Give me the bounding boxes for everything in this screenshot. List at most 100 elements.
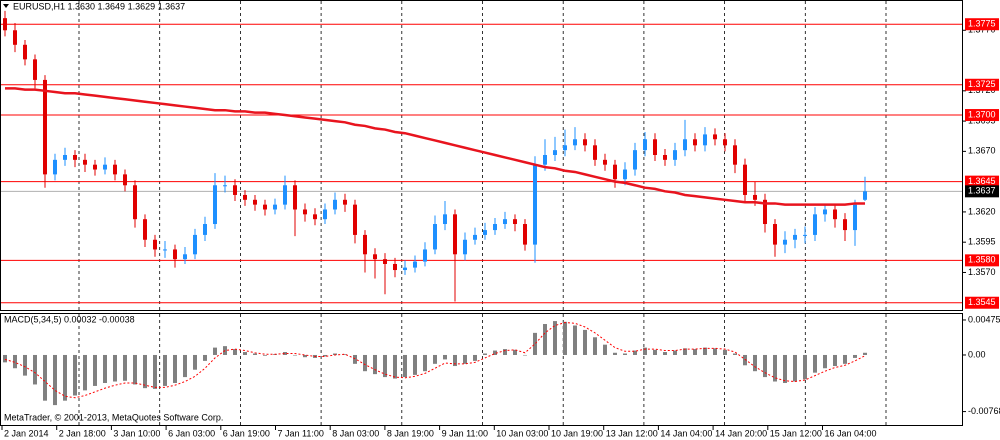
y2-tick-label: -0.00768 bbox=[968, 406, 1000, 416]
macd-bar bbox=[183, 354, 187, 378]
macd-bar bbox=[623, 353, 627, 355]
macd-bar bbox=[793, 354, 797, 382]
macd-bar bbox=[613, 352, 617, 355]
macd-bar bbox=[473, 354, 477, 361]
candle-body bbox=[83, 159, 87, 165]
macd-bar bbox=[743, 354, 747, 366]
candle-body bbox=[343, 199, 347, 205]
macd-bar bbox=[383, 354, 387, 378]
macd-bar bbox=[523, 354, 527, 356]
macd-bar bbox=[533, 332, 537, 355]
candle-body bbox=[633, 150, 637, 170]
level-label-bg bbox=[965, 175, 999, 188]
macd-bar bbox=[393, 354, 397, 379]
candle-body bbox=[863, 191, 867, 200]
macd-bar bbox=[823, 354, 827, 369]
candle-body bbox=[143, 219, 147, 240]
macd-bar bbox=[703, 347, 707, 355]
macd-bar bbox=[813, 354, 817, 373]
macd-bar bbox=[753, 354, 757, 372]
candle-body bbox=[303, 209, 307, 215]
candle-body bbox=[73, 155, 77, 160]
macd-bar bbox=[723, 349, 727, 355]
macd-bar bbox=[833, 354, 837, 367]
level-label-bg bbox=[965, 109, 999, 122]
candle-body bbox=[513, 219, 517, 225]
candle-body bbox=[93, 164, 97, 170]
macd-bar bbox=[443, 354, 447, 360]
macd-bar bbox=[863, 352, 867, 355]
candle-body bbox=[33, 59, 37, 80]
candle-body bbox=[323, 209, 327, 220]
candle-body bbox=[373, 254, 377, 260]
candle-body bbox=[263, 204, 267, 210]
macd-bar bbox=[33, 354, 37, 385]
candle-body bbox=[63, 155, 67, 160]
candle-body bbox=[703, 134, 707, 146]
macd-bar bbox=[323, 354, 327, 357]
candle-body bbox=[813, 214, 817, 235]
candle-body bbox=[623, 169, 627, 180]
macd-bar bbox=[513, 349, 517, 355]
level-label: 1.3645 bbox=[968, 176, 996, 186]
candle-body bbox=[693, 139, 697, 146]
macd-bar bbox=[43, 354, 47, 401]
x-tick-label: 6 Jan 03:00 bbox=[168, 428, 215, 438]
candle-body bbox=[223, 185, 227, 187]
level-label: 1.3580 bbox=[968, 255, 996, 265]
candle-body bbox=[123, 174, 127, 186]
candle-body bbox=[433, 224, 437, 250]
macd-bar bbox=[583, 329, 587, 355]
macd-bar bbox=[593, 337, 597, 355]
candle-body bbox=[3, 18, 7, 31]
macd-bar bbox=[353, 354, 357, 364]
macd-bar bbox=[173, 354, 177, 383]
macd-bar bbox=[843, 354, 847, 364]
candle-body bbox=[833, 209, 837, 220]
candle-body bbox=[113, 164, 117, 175]
candle-body bbox=[393, 263, 397, 271]
candle-body bbox=[673, 150, 677, 160]
candle-body bbox=[13, 30, 17, 45]
macd-bar bbox=[213, 347, 217, 355]
x-tick-label: 9 Jan 11:00 bbox=[442, 428, 488, 438]
candle-body bbox=[193, 234, 197, 255]
candle-body bbox=[713, 134, 717, 140]
macd-bar bbox=[673, 350, 677, 355]
candle-body bbox=[453, 214, 457, 255]
level-label: 1.3545 bbox=[968, 297, 996, 307]
candle-body bbox=[763, 199, 767, 225]
candle-body bbox=[253, 199, 257, 205]
candle-body bbox=[563, 145, 567, 151]
macd-bar bbox=[773, 354, 777, 382]
candle-body bbox=[523, 224, 527, 245]
candle-body bbox=[103, 164, 107, 170]
candle-body bbox=[553, 150, 557, 155]
candle-body bbox=[423, 249, 427, 262]
level-label: 1.3775 bbox=[968, 19, 996, 29]
macd-bar bbox=[263, 354, 267, 356]
candle-body bbox=[443, 214, 447, 225]
macd-bar bbox=[693, 349, 697, 355]
macd-bar bbox=[413, 354, 417, 375]
candle-body bbox=[783, 239, 787, 245]
macd-bar bbox=[433, 354, 437, 364]
macd-bar bbox=[453, 354, 457, 367]
candle-body bbox=[283, 185, 287, 205]
candle-body bbox=[583, 139, 587, 146]
x-tick-label: 8 Jan 19:00 bbox=[387, 428, 434, 438]
candle-body bbox=[173, 249, 177, 260]
main-pane-frame bbox=[0, 0, 963, 311]
candle-body bbox=[723, 139, 727, 146]
candle-body bbox=[743, 164, 747, 195]
macd-bar bbox=[73, 354, 77, 396]
macd-bar bbox=[3, 354, 7, 363]
macd-bar bbox=[553, 321, 557, 355]
candle-body bbox=[383, 259, 387, 264]
candle-body bbox=[413, 261, 417, 268]
macd-bar bbox=[503, 349, 507, 355]
candle-body bbox=[793, 234, 797, 240]
candle-body bbox=[273, 204, 277, 210]
macd-bar bbox=[423, 354, 427, 372]
macd-bar bbox=[93, 354, 97, 386]
